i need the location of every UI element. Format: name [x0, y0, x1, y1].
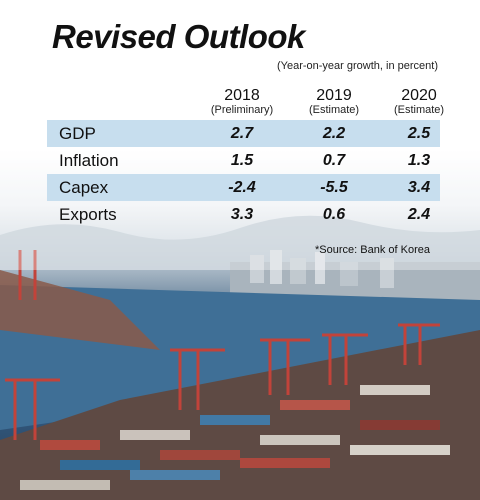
source-note: *Source: Bank of Korea: [315, 244, 430, 256]
table-header: 2018 (Preliminary) 2019 (Estimate) 2020 …: [47, 88, 444, 120]
chart-title: Revised Outlook: [52, 18, 305, 55]
table-cell: 1.5: [230, 152, 254, 169]
row-label: Exports: [59, 205, 117, 224]
chart-subtitle: (Year-on-year growth, in percent): [276, 60, 438, 72]
column-header-2018: 2018 (Preliminary): [192, 88, 292, 116]
table-cell: 3.4: [407, 179, 431, 196]
table-cell: 2.5: [407, 125, 431, 142]
table-cell: -2.4: [228, 179, 256, 196]
table-cell: 3.3: [230, 206, 254, 223]
column-header-2020: 2020 (Estimate): [369, 88, 469, 116]
table-cell: 2.7: [230, 125, 254, 142]
table-cell: 1.3: [407, 152, 431, 169]
table-cell: 0.6: [322, 206, 346, 223]
table-row-gdp: GDP 2.7 2.2 2.5: [47, 120, 440, 147]
table-cell: 2.4: [407, 206, 431, 223]
column-note: (Estimate): [393, 104, 445, 116]
column-note: (Preliminary): [210, 104, 274, 116]
column-note: (Estimate): [308, 104, 360, 116]
row-label: GDP: [59, 124, 96, 143]
column-year: 2018: [224, 87, 260, 104]
table-cell: 2.2: [322, 125, 346, 142]
table-cell: -5.5: [320, 179, 348, 196]
outlook-table: 2018 (Preliminary) 2019 (Estimate) 2020 …: [47, 88, 444, 228]
table-row-inflation: Inflation 1.5 0.7 1.3: [47, 147, 440, 174]
row-label: Capex: [59, 178, 109, 197]
column-header-2019: 2019 (Estimate): [284, 88, 384, 116]
row-label: Inflation: [59, 151, 119, 170]
table-row-exports: Exports 3.3 0.6 2.4: [47, 201, 440, 228]
table-row-capex: Capex -2.4 -5.5 3.4: [47, 174, 440, 201]
table-cell: 0.7: [322, 152, 346, 169]
column-year: 2019: [316, 87, 352, 104]
column-year: 2020: [401, 87, 437, 104]
